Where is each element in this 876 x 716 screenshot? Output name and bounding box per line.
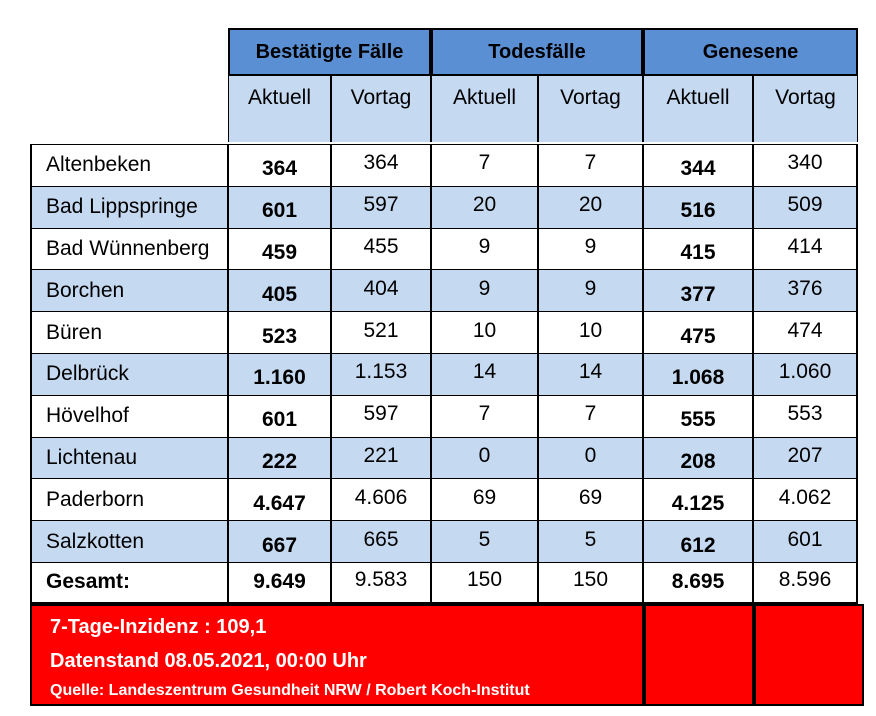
cell-deaths-current: 9 [431,227,538,270]
cell-recovered-previous: 601 [753,520,858,562]
cell-recovered-previous: 376 [753,269,858,312]
cell-deaths-current: 69 [431,478,538,521]
footer-info-box: 7-Tage-Inzidenz : 109,1 Datenstand 08.05… [30,604,644,706]
cell-recovered-current: 208 [643,436,753,479]
cell-confirmed-previous: 521 [331,311,431,353]
cell-confirmed-current: 459 [228,227,331,270]
municipality-name: Büren [30,311,228,353]
subheader-recovered-previous: Vortag [753,76,858,142]
cell-confirmed-current: 222 [228,436,331,479]
municipality-name: Delbrück [30,353,228,395]
cell-confirmed-previous: 597 [331,394,431,437]
municipality-name: Lichtenau [30,436,228,479]
cell-recovered-previous: 1.060 [753,353,858,395]
cell-confirmed-current: 523 [228,311,331,353]
incidence-text: 7-Tage-Inzidenz : 109,1 [50,616,267,638]
cell-deaths-current: 10 [431,311,538,353]
subheader-recovered-current: Aktuell [643,76,753,142]
cell-deaths-previous: 150 [538,562,643,604]
cell-recovered-previous: 340 [753,144,858,186]
cell-deaths-current: 5 [431,520,538,562]
cell-confirmed-current: 4.647 [228,478,331,521]
cell-confirmed-previous: 9.583 [331,562,431,604]
municipality-name: Paderborn [30,478,228,521]
cell-confirmed-previous: 665 [331,520,431,562]
cell-recovered-current: 555 [643,394,753,437]
subheader-deaths-previous: Vortag [538,76,643,142]
cell-recovered-current: 377 [643,269,753,312]
cell-recovered-previous: 509 [753,185,858,228]
cell-deaths-current: 150 [431,562,538,604]
cell-recovered-current: 8.695 [643,562,753,604]
cell-recovered-current: 415 [643,227,753,270]
data-date-text: Datenstand 08.05.2021, 00:00 Uhr [50,650,367,672]
cell-deaths-previous: 0 [538,436,643,479]
cell-recovered-previous: 8.596 [753,562,858,604]
municipality-name: Hövelhof [30,394,228,437]
cell-deaths-previous: 10 [538,311,643,353]
cell-deaths-previous: 69 [538,478,643,521]
cell-deaths-current: 14 [431,353,538,395]
cell-confirmed-current: 405 [228,269,331,312]
cell-confirmed-current: 364 [228,144,331,186]
cell-confirmed-previous: 364 [331,144,431,186]
cell-recovered-current: 4.125 [643,478,753,521]
municipality-name: Bad Lippspringe [30,185,228,228]
subheader-deaths-current: Aktuell [431,76,538,142]
cell-deaths-current: 7 [431,144,538,186]
group-header-recovered: Genesene [643,28,858,76]
cell-confirmed-current: 9.649 [228,562,331,604]
cell-recovered-current: 612 [643,520,753,562]
cell-recovered-current: 475 [643,311,753,353]
cell-deaths-previous: 5 [538,520,643,562]
cell-recovered-previous: 414 [753,227,858,270]
subheader-confirmed-current: Aktuell [228,76,331,142]
cell-confirmed-current: 667 [228,520,331,562]
cell-recovered-current: 344 [643,144,753,186]
cell-recovered-previous: 474 [753,311,858,353]
cell-recovered-previous: 553 [753,394,858,437]
cell-confirmed-current: 601 [228,185,331,228]
municipality-name: Borchen [30,269,228,312]
municipality-name: Salzkotten [30,520,228,562]
cell-confirmed-previous: 4.606 [331,478,431,521]
cell-recovered-previous: 4.062 [753,478,858,521]
cell-deaths-current: 0 [431,436,538,479]
cell-recovered-previous: 207 [753,436,858,479]
cell-recovered-current: 516 [643,185,753,228]
cell-confirmed-previous: 1.153 [331,353,431,395]
subheader-confirmed-previous: Vortag [331,76,431,142]
cell-deaths-previous: 20 [538,185,643,228]
municipality-name: Bad Wünnenberg [30,227,228,270]
cell-deaths-previous: 9 [538,227,643,270]
cell-confirmed-previous: 404 [331,269,431,312]
cell-confirmed-current: 601 [228,394,331,437]
cell-deaths-previous: 7 [538,394,643,437]
source-text: Quelle: Landeszentrum Gesundheit NRW / R… [50,682,530,699]
cell-deaths-previous: 14 [538,353,643,395]
cell-confirmed-previous: 221 [331,436,431,479]
cell-deaths-previous: 9 [538,269,643,312]
group-header-confirmed: Bestätigte Fälle [228,28,431,76]
footer-red-cell [754,604,864,706]
cell-deaths-current: 7 [431,394,538,437]
municipality-name: Altenbeken [30,144,228,186]
cell-deaths-previous: 7 [538,144,643,186]
cell-confirmed-previous: 455 [331,227,431,270]
footer-red-cell [644,604,754,706]
cell-deaths-current: 9 [431,269,538,312]
municipality-name: Gesamt: [30,562,228,604]
cell-confirmed-previous: 597 [331,185,431,228]
cell-confirmed-current: 1.160 [228,353,331,395]
group-header-deaths: Todesfälle [431,28,643,76]
cell-deaths-current: 20 [431,185,538,228]
cell-recovered-current: 1.068 [643,353,753,395]
